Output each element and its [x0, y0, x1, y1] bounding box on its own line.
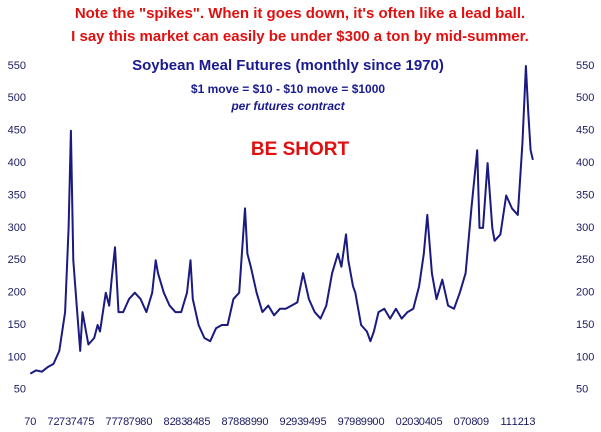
chart-subtitle: $1 move = $10 - $10 move = $1000: [191, 82, 385, 96]
x-tick-label: 93: [291, 416, 303, 428]
x-tick-label: 95: [314, 416, 326, 428]
y-tick-label: 550: [8, 60, 26, 72]
x-tick-label: 70: [24, 416, 36, 428]
x-tick-label: 72: [47, 416, 59, 428]
x-tick-label: 13: [523, 416, 535, 428]
x-tick-label: 83: [175, 416, 187, 428]
x-tick-label: 98: [349, 416, 361, 428]
x-tick-label: 75: [82, 416, 94, 428]
x-tick-label: 12: [512, 416, 524, 428]
x-tick-label: 74: [71, 416, 83, 428]
y-tick-label: 200: [8, 287, 26, 299]
y-tick-label: 300: [8, 222, 26, 234]
y2-tick-label: 200: [576, 287, 594, 299]
x-tick-label: 77: [105, 416, 117, 428]
y-tick-label: 150: [8, 319, 26, 331]
x-tick-label: 89: [245, 416, 257, 428]
x-tick-label: 05: [430, 416, 442, 428]
header-line: I say this market can easily be under $3…: [71, 28, 529, 45]
y-tick-label: 50: [14, 384, 26, 396]
x-tick-label: 07: [454, 416, 466, 428]
y2-tick-label: 550: [576, 60, 594, 72]
price-line: [29, 65, 534, 375]
x-tick-label: 78: [117, 416, 129, 428]
y2-tick-label: 250: [576, 254, 594, 266]
x-tick-label: 88: [233, 416, 245, 428]
annotation: BE SHORT: [251, 139, 350, 160]
x-tick-label: 80: [140, 416, 152, 428]
y-tick-label: 400: [8, 157, 26, 169]
y2-tick-label: 150: [576, 319, 594, 331]
y2-tick-label: 100: [576, 351, 594, 363]
x-tick-label: 02: [396, 416, 408, 428]
x-tick-label: 08: [465, 416, 477, 428]
y2-tick-label: 300: [576, 222, 594, 234]
y2-tick-label: 450: [576, 125, 594, 137]
x-tick-label: 73: [59, 416, 71, 428]
x-tick-label: 03: [407, 416, 419, 428]
y-tick-label: 250: [8, 254, 26, 266]
y-tick-label: 450: [8, 125, 26, 137]
x-tick-label: 90: [256, 416, 268, 428]
y2-tick-label: 400: [576, 157, 594, 169]
x-tick-label: 84: [187, 416, 199, 428]
x-tick-label: 82: [163, 416, 175, 428]
y-tick-label: 350: [8, 189, 26, 201]
x-tick-label: 92: [280, 416, 292, 428]
header-line: Note the "spikes". When it goes down, it…: [75, 5, 525, 22]
y2-tick-label: 350: [576, 189, 594, 201]
y2-tick-label: 50: [576, 384, 588, 396]
x-tick-label: 04: [419, 416, 431, 428]
x-tick-label: 97: [338, 416, 350, 428]
x-tick-label: 99: [361, 416, 373, 428]
x-tick-label: 85: [198, 416, 210, 428]
y-tick-label: 500: [8, 92, 26, 104]
x-tick-label: 94: [303, 416, 315, 428]
x-tick-label: 87: [222, 416, 234, 428]
x-tick-label: 00: [372, 416, 384, 428]
chart-subtitle: per futures contract: [230, 99, 345, 113]
y-tick-label: 100: [8, 351, 26, 363]
x-tick-label: 09: [477, 416, 489, 428]
x-tick-label: 11: [500, 416, 511, 428]
chart-title: Soybean Meal Futures (monthly since 1970…: [132, 57, 444, 74]
y2-tick-label: 500: [576, 92, 594, 104]
x-tick-label: 79: [129, 416, 141, 428]
